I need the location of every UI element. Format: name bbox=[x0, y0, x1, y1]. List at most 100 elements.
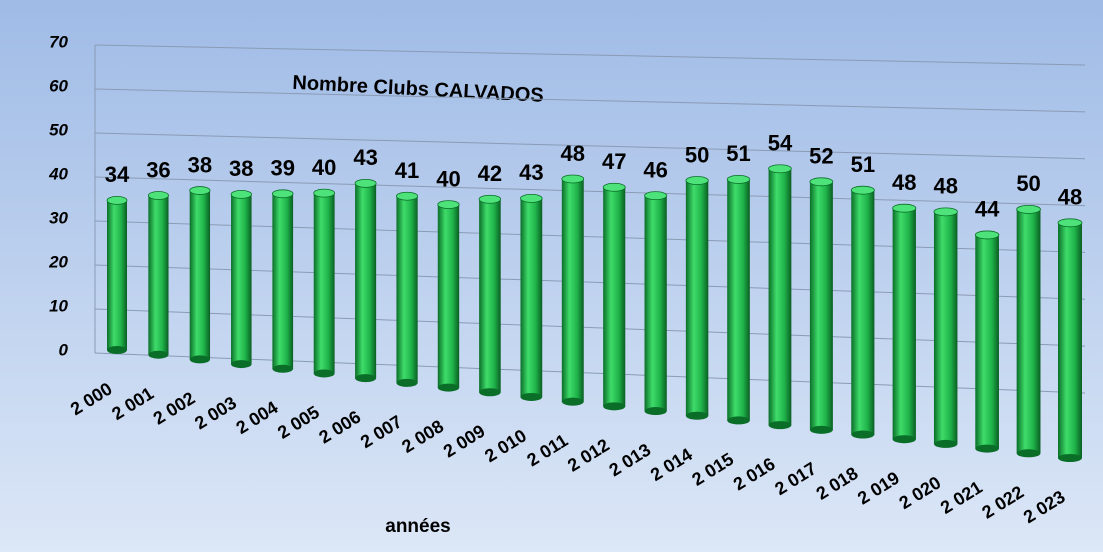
x-axis-label: années bbox=[385, 516, 450, 537]
value-label: 48 bbox=[561, 141, 585, 166]
bar bbox=[479, 199, 501, 393]
bar-base bbox=[561, 397, 584, 406]
bar-group bbox=[478, 194, 502, 397]
grid-line bbox=[94, 352, 1086, 394]
value-label: 38 bbox=[188, 152, 212, 177]
bar-top bbox=[850, 185, 875, 195]
grid-line bbox=[94, 308, 1086, 347]
bar-top bbox=[809, 177, 834, 187]
bar-base bbox=[1058, 454, 1082, 462]
bar-group bbox=[602, 182, 626, 411]
bar bbox=[189, 190, 211, 360]
bar-group bbox=[768, 164, 792, 430]
grid-line bbox=[94, 132, 1086, 160]
grid-line bbox=[94, 264, 1086, 300]
bar-top bbox=[437, 200, 460, 210]
value-label: 38 bbox=[229, 156, 253, 181]
value-label: 48 bbox=[892, 170, 916, 195]
bar-base bbox=[644, 407, 667, 416]
bar-group bbox=[809, 177, 834, 434]
bar-group bbox=[892, 203, 917, 444]
value-label: 50 bbox=[685, 142, 709, 167]
grid-line bbox=[94, 44, 1086, 66]
value-label: 44 bbox=[975, 197, 1000, 222]
bar bbox=[437, 204, 460, 388]
bar-base bbox=[1016, 449, 1041, 458]
bar bbox=[685, 180, 709, 416]
bar-top bbox=[354, 178, 377, 188]
value-label: 39 bbox=[270, 156, 294, 181]
bar-group bbox=[685, 176, 709, 420]
bar-top bbox=[1057, 218, 1083, 228]
bar-group bbox=[933, 207, 958, 448]
bar bbox=[355, 183, 377, 379]
bar-group bbox=[1057, 218, 1083, 462]
bar bbox=[603, 187, 626, 407]
bar-group bbox=[354, 178, 377, 383]
y-tick-label: 0 bbox=[59, 340, 69, 359]
bar-top bbox=[396, 191, 419, 201]
y-tick-label: 70 bbox=[49, 32, 68, 51]
bar-group bbox=[313, 188, 336, 378]
bar bbox=[851, 190, 875, 435]
value-label: 34 bbox=[105, 162, 130, 187]
bar-base bbox=[727, 416, 750, 425]
bar-base bbox=[272, 364, 294, 373]
bar-top bbox=[313, 188, 336, 198]
value-label: 40 bbox=[436, 166, 460, 191]
bar-top bbox=[478, 194, 502, 204]
bar-top bbox=[147, 191, 169, 200]
bar-base bbox=[809, 425, 833, 434]
bar bbox=[1016, 209, 1041, 454]
value-label: 51 bbox=[726, 141, 750, 166]
bar-group bbox=[271, 189, 294, 373]
bar bbox=[644, 195, 667, 412]
value-label: 47 bbox=[602, 149, 626, 174]
bar-base bbox=[231, 360, 252, 369]
bar-top bbox=[106, 195, 128, 205]
bar-top bbox=[602, 182, 626, 192]
bar-base bbox=[892, 435, 916, 444]
value-label: 46 bbox=[643, 157, 667, 182]
bar-group bbox=[396, 191, 419, 387]
bar bbox=[975, 234, 999, 449]
bar-top bbox=[933, 207, 958, 217]
bar bbox=[272, 193, 294, 369]
bar-base bbox=[851, 430, 875, 439]
bar-base bbox=[975, 444, 999, 453]
bar-base bbox=[313, 369, 335, 378]
y-tick-label: 60 bbox=[49, 76, 68, 95]
bar-base bbox=[355, 374, 377, 383]
bar-group bbox=[644, 191, 668, 416]
bar bbox=[396, 196, 418, 383]
bar bbox=[148, 195, 169, 355]
value-label: 42 bbox=[478, 161, 502, 186]
bar-top bbox=[726, 175, 751, 184]
bar bbox=[1058, 222, 1082, 458]
bar-base bbox=[479, 388, 501, 397]
value-label: 40 bbox=[312, 155, 336, 180]
value-label: 52 bbox=[809, 144, 833, 169]
value-label: 48 bbox=[1058, 185, 1082, 210]
bar-base bbox=[107, 346, 127, 354]
bar-top bbox=[520, 194, 543, 203]
grid-line bbox=[94, 220, 1086, 253]
bar-group bbox=[230, 190, 252, 369]
bar bbox=[809, 181, 833, 430]
bar-base bbox=[768, 421, 792, 430]
grid-line bbox=[94, 176, 1086, 207]
bar-group bbox=[850, 185, 875, 439]
value-label: 51 bbox=[851, 152, 875, 177]
bar bbox=[727, 179, 750, 421]
value-label: 48 bbox=[933, 174, 957, 199]
bar-group bbox=[106, 195, 128, 354]
bar bbox=[892, 208, 916, 440]
bar-top bbox=[644, 191, 668, 201]
y-tick-label: 50 bbox=[49, 120, 68, 139]
bar bbox=[933, 211, 958, 444]
bar-group bbox=[147, 191, 169, 359]
bar-top bbox=[768, 164, 792, 174]
bar-base bbox=[396, 378, 418, 387]
